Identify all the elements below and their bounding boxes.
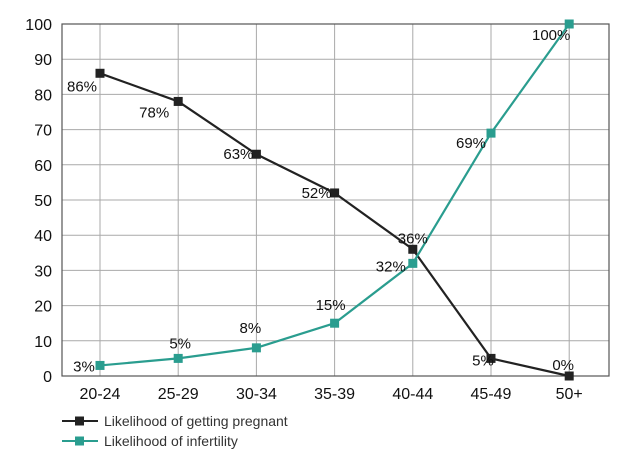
y-tick-label: 50	[34, 193, 52, 210]
y-tick-label: 0	[43, 369, 52, 386]
series-1-point	[251, 343, 261, 353]
series-0-point	[486, 353, 496, 363]
data-label: 69%	[456, 135, 486, 152]
legend-item-pregnant: Likelihood of getting pregnant	[62, 413, 288, 429]
data-label: 5%	[472, 352, 494, 369]
series-1-point	[486, 128, 496, 138]
y-tick-label: 30	[34, 263, 52, 280]
x-tick-label: 35-39	[314, 386, 355, 403]
data-label: 5%	[169, 335, 191, 352]
series-0-point	[95, 68, 105, 78]
data-label: 86%	[67, 78, 97, 95]
legend-item-infertility: Likelihood of infertility	[62, 433, 238, 449]
legend-marker-infertility	[75, 436, 84, 446]
legend-label-pregnant: Likelihood of getting pregnant	[104, 413, 288, 429]
y-tick-label: 10	[34, 334, 52, 351]
data-label: 36%	[398, 230, 428, 247]
x-tick-label: 50+	[556, 386, 583, 403]
x-tick-label: 20-24	[80, 386, 121, 403]
series-1-point	[95, 360, 105, 370]
series-1-point	[564, 19, 574, 29]
data-label: 78%	[139, 104, 169, 121]
label-layer: 86% 78% 63% 52% 36% 5% 0% 3% 5% 8% 15% 32% 69% 100%	[67, 27, 574, 375]
y-tick-label: 60	[34, 158, 52, 175]
legend-label-infertility: Likelihood of infertility	[104, 433, 238, 449]
y-tick-label: 40	[34, 228, 52, 245]
y-tick-label: 70	[34, 123, 52, 140]
axis-layer: 0 10 20 30 40 50 60 70 80 90 100 20-24 25-29 30-34 35-…	[25, 17, 610, 403]
data-label: 15%	[316, 297, 346, 314]
series-1-point	[408, 258, 418, 268]
x-tick-label: 25-29	[158, 386, 199, 403]
x-tick-label: 45-49	[471, 386, 512, 403]
series-layer	[95, 19, 574, 381]
data-label: 63%	[223, 146, 253, 163]
data-label: 0%	[552, 357, 574, 374]
series-1-point	[330, 318, 340, 328]
x-tick-label: 30-34	[236, 386, 277, 403]
series-1-point	[173, 353, 183, 363]
series-0-point	[251, 149, 261, 159]
y-tick-label: 80	[34, 87, 52, 104]
y-tick-label: 20	[34, 299, 52, 316]
data-label: 32%	[376, 258, 406, 275]
series-0-point	[330, 188, 340, 198]
x-tick-label: 40-44	[392, 386, 433, 403]
data-label: 52%	[302, 185, 332, 202]
legend-marker-pregnant	[75, 416, 84, 426]
series-0-point	[173, 96, 183, 106]
data-label: 3%	[73, 358, 95, 375]
plot-frame	[61, 23, 610, 377]
y-tick-label: 90	[34, 52, 52, 69]
series-0-point	[564, 371, 574, 381]
data-label: 100%	[532, 27, 570, 44]
legend: Likelihood of getting pregnant Likelihoo…	[62, 413, 288, 449]
y-tick-label: 100	[25, 17, 52, 34]
series-0-point	[408, 244, 418, 254]
data-label: 8%	[240, 320, 262, 337]
